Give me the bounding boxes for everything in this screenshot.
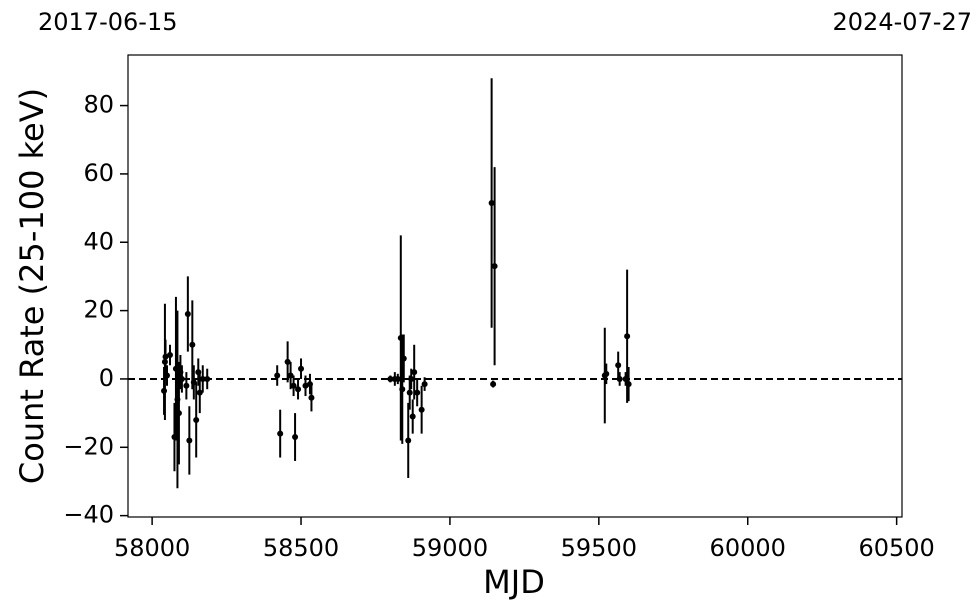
data-point	[409, 413, 416, 420]
y-tick-label: 80	[83, 91, 114, 119]
data-point	[178, 375, 185, 382]
y-tick-label: 0	[99, 364, 114, 392]
data-point	[186, 437, 193, 444]
data-point	[183, 382, 190, 389]
x-tick-label: 59500	[561, 534, 637, 562]
data-point	[414, 389, 421, 396]
data-point	[490, 381, 497, 388]
x-tick-label: 58000	[114, 534, 190, 562]
data-point	[394, 375, 401, 382]
data-point	[406, 389, 413, 396]
data-point	[298, 365, 305, 372]
data-point	[290, 382, 297, 389]
y-tick-label: 20	[83, 296, 114, 324]
data-point	[308, 394, 315, 401]
plot-frame	[127, 54, 903, 518]
top-date-label: 2024-07-27	[833, 8, 972, 36]
data-point	[405, 437, 412, 444]
data-point	[418, 406, 425, 413]
data-point	[175, 410, 182, 417]
data-point	[295, 386, 302, 393]
data-point	[399, 386, 406, 393]
data-point	[164, 372, 171, 379]
data-point	[400, 355, 407, 362]
data-point	[421, 381, 428, 388]
data-point	[204, 375, 211, 382]
x-tick-label: 60500	[858, 534, 934, 562]
data-point	[603, 370, 610, 377]
y-tick-label: −40	[63, 501, 114, 529]
data-point	[166, 352, 173, 359]
top-date-label: 2017-06-15	[38, 8, 177, 36]
x-tick-label: 58500	[263, 534, 339, 562]
data-point	[625, 381, 632, 388]
data-point	[491, 263, 498, 270]
x-axis-label: MJD	[483, 563, 545, 601]
data-point	[615, 362, 622, 369]
data-point	[488, 199, 495, 206]
data-point	[199, 375, 206, 382]
data-point	[189, 341, 196, 348]
x-tick-label: 60000	[710, 534, 786, 562]
data-point	[408, 375, 415, 382]
data-point	[287, 372, 294, 379]
y-tick-label: 60	[83, 159, 114, 187]
y-tick-label: −20	[63, 432, 114, 460]
x-tick-label: 59000	[412, 534, 488, 562]
data-point	[624, 333, 631, 340]
data-point	[193, 416, 200, 423]
data-point	[284, 358, 291, 365]
data-point	[196, 389, 203, 396]
y-axis-label: Count Rate (25-100 keV)	[13, 88, 51, 484]
data-point	[277, 430, 284, 437]
data-point	[184, 311, 191, 318]
data-point	[616, 375, 623, 382]
data-point	[274, 372, 281, 379]
data-point	[411, 369, 418, 376]
data-point	[292, 434, 299, 441]
data-point	[387, 375, 394, 382]
y-tick-label: 40	[83, 227, 114, 255]
